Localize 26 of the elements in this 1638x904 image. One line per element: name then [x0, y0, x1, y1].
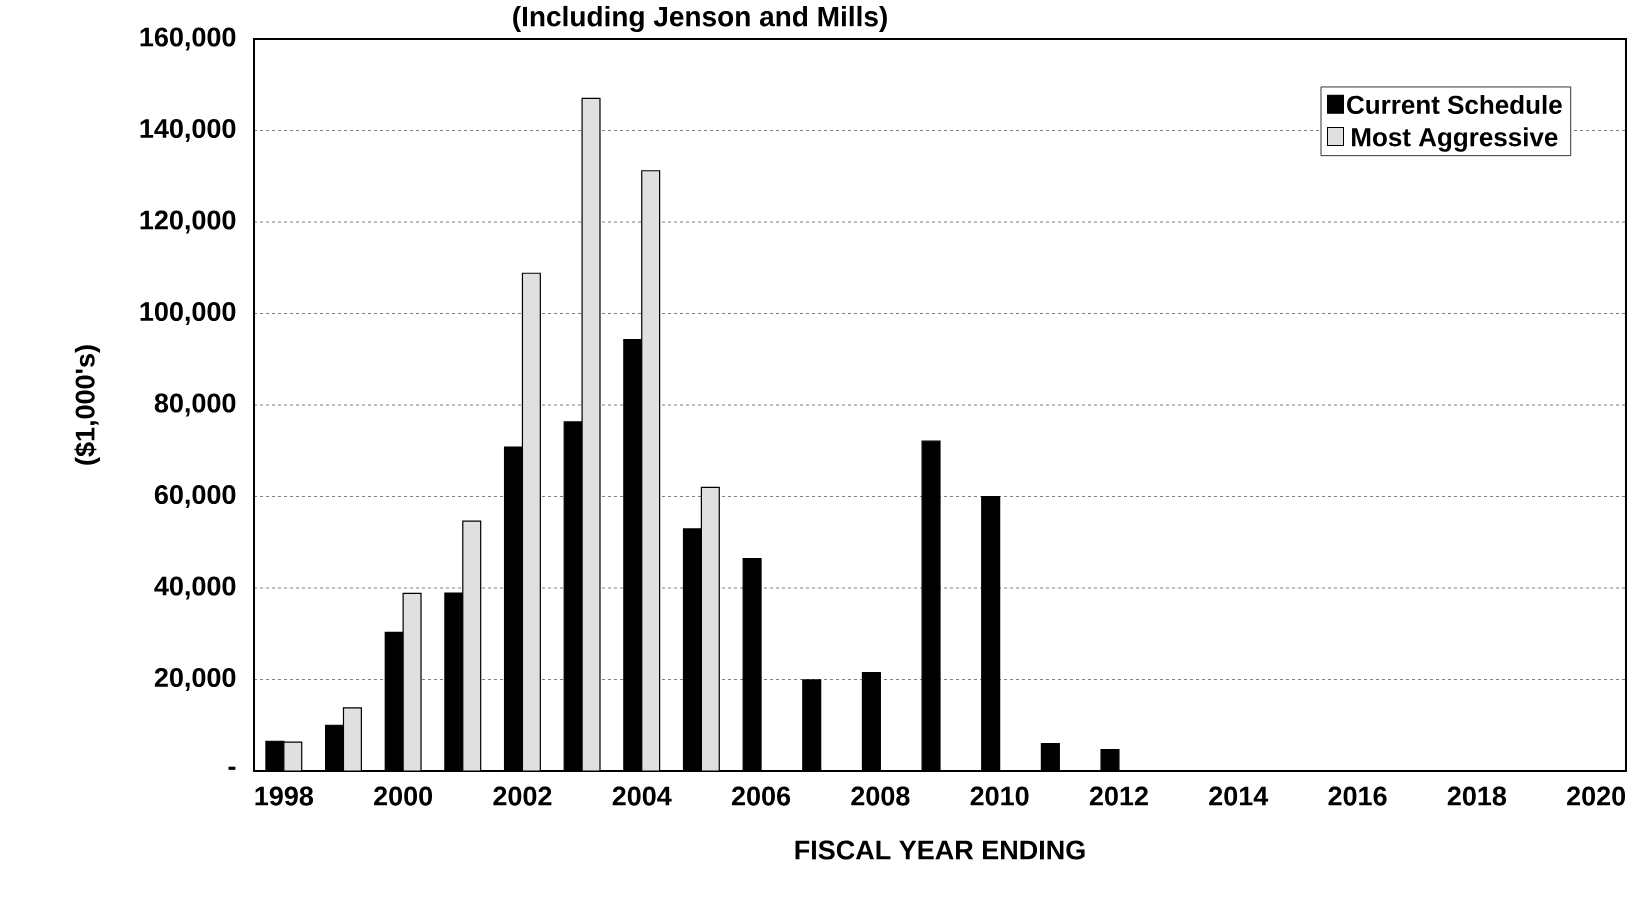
y-tick-label: -: [228, 766, 236, 770]
x-tick-label: 2000: [374, 786, 433, 806]
x-tick-label: 2010: [970, 786, 1029, 806]
y-tick-label: 140,000: [140, 118, 236, 143]
chart-title: (Including Jenson and Mills): [513, 5, 887, 33]
y-tick-label: 20,000: [154, 667, 236, 692]
legend-label: Current Schedule: [1347, 94, 1562, 115]
y-axis-title: ($1,000's): [74, 345, 101, 465]
y-tick-label: 60,000: [154, 484, 236, 509]
y-tick-label: 160,000: [140, 27, 236, 51]
x-tick-label: 2006: [731, 786, 791, 806]
x-tick-label: 2008: [851, 786, 910, 806]
x-tick-label: 2012: [1089, 786, 1148, 806]
y-tick-label: 120,000: [140, 210, 236, 234]
x-tick-label: 2020: [1567, 786, 1626, 806]
y-tick-label: 80,000: [154, 393, 236, 417]
legend-label: Most Aggressive: [1352, 127, 1558, 152]
x-tick-label: 1998: [255, 786, 314, 806]
y-tick-label: 100,000: [140, 301, 236, 326]
y-tick-label: 40,000: [154, 576, 236, 600]
x-tick-label: 2018: [1447, 786, 1507, 806]
x-axis-title: FISCAL YEAR ENDING: [795, 840, 1085, 860]
x-tick-label: 2002: [493, 786, 552, 806]
x-tick-label: 2004: [612, 786, 672, 806]
x-tick-label: 2014: [1209, 786, 1269, 806]
x-tick-label: 2016: [1328, 786, 1387, 806]
